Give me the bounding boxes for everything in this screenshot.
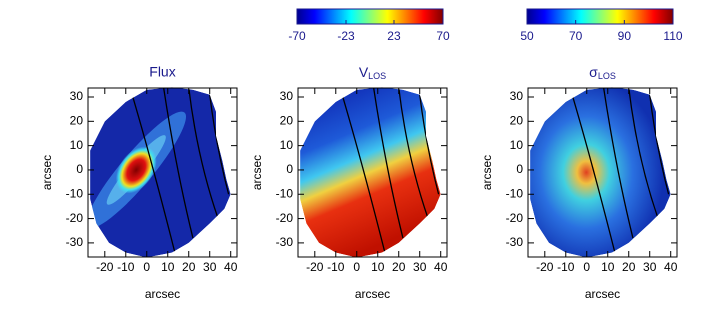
map-image [300,87,441,258]
contour [419,94,440,195]
contour [569,87,617,258]
y-axis-label: arcsec [480,155,494,190]
contour [628,87,659,219]
y-tick-label: -20 [276,211,294,225]
panel: -20 -10 0 10 20 30 40-30-20-100102030arcsecarc… [480,8,683,301]
x-tick-label: 20 [392,260,406,274]
colorbar-tick-label: 90 [618,29,632,43]
y-tick-label: 30 [280,89,294,103]
contour [162,87,194,239]
x-tick-label: 10 [371,260,385,274]
colorbar-tick-label: 70 [436,29,450,43]
colorbar-tick-label: 23 [387,29,401,43]
panel-title: VLOS [359,64,386,82]
y-tick-label: 0 [286,162,293,176]
x-tick-label: -10 [557,260,575,274]
x-tick-label: 40 [664,260,678,274]
x-tick-label: 20 [622,260,636,274]
x-tick-label: -20 [536,260,554,274]
x-tick-label: 10 [601,260,615,274]
y-tick-label: 20 [70,113,84,127]
map-image [530,87,671,258]
y-tick-label: 0 [516,162,523,176]
contour [649,94,670,195]
map-background [530,87,671,258]
contour [372,87,404,239]
x-tick-label: -10 [117,260,135,274]
x-tick-label: 0 [583,260,590,274]
map-background [300,87,441,258]
x-tick-label: -20 [96,260,114,274]
colorbar-tick-label: -70 [288,29,306,43]
x-tick-label: 30 [203,260,217,274]
contour [129,87,177,258]
title-sub: LOS [368,71,386,81]
colorbar-tick-label: -23 [337,29,355,43]
y-tick-label: -30 [66,235,84,249]
x-tick-label: 30 [413,260,427,274]
panel-title: Flux [149,64,175,80]
x-tick-label: 40 [224,260,238,274]
colorbar-tick-label: 70 [569,29,583,43]
plot-frame [527,87,678,258]
plot-frame [297,87,448,258]
contour [188,87,219,219]
title-main: V [359,64,369,80]
y-tick-label: 10 [510,138,524,152]
y-axis-label: arcsec [250,155,264,190]
contour [602,87,634,239]
x-tick-label: 30 [643,260,657,274]
x-axis-label: arcsec [145,287,180,301]
y-tick-label: 20 [510,113,524,127]
x-axis-label: arcsec [355,287,390,301]
y-tick-label: -10 [506,186,524,200]
x-tick-label: 0 [143,260,150,274]
contour [339,87,387,258]
colorbar-tick-label: 110 [663,29,682,43]
plot-frame [87,87,238,258]
title-sub: LOS [598,71,616,81]
contour [398,87,429,219]
y-tick-label: 0 [76,162,83,176]
y-tick-label: -10 [66,186,84,200]
y-tick-label: -30 [506,235,524,249]
x-tick-label: -20 [306,260,324,274]
x-tick-label: -10 [327,260,345,274]
colorbar-tick-label: 50 [520,29,534,43]
x-tick-label: 40 [434,260,448,274]
colorbar [526,8,674,25]
x-axis-label: arcsec [585,287,620,301]
colorbar [296,8,444,25]
contour [209,94,230,195]
panel-title: σLOS [589,64,616,82]
title-main: σ [589,64,598,80]
y-tick-label: 30 [510,89,524,103]
x-tick-label: 0 [353,260,360,274]
y-tick-label: 10 [70,138,84,152]
y-tick-label: 10 [280,138,294,152]
y-axis-label: arcsec [40,155,54,190]
y-tick-label: -30 [276,235,294,249]
x-tick-label: 10 [161,260,175,274]
map-image [90,87,231,258]
panel: -20 -10 0 10 20 30 40-30-20-100102030arcsecarc… [40,64,238,301]
x-tick-label: 20 [182,260,196,274]
y-tick-label: -10 [276,186,294,200]
map-background [90,87,231,258]
y-tick-label: 20 [280,113,294,127]
y-tick-label: -20 [66,211,84,225]
y-tick-label: 30 [70,89,84,103]
core [115,146,157,194]
panel: -20 -10 0 10 20 30 40-30-20-100102030arcsecarc… [250,8,450,301]
y-tick-label: -20 [506,211,524,225]
